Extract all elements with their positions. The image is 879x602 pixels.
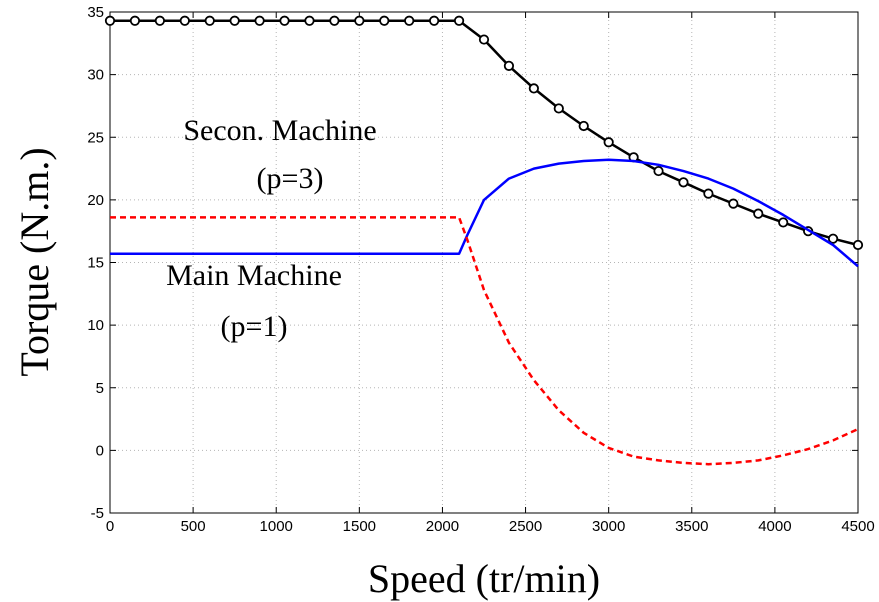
series-0-point: [104, 15, 116, 26]
y-tick-label: 15: [87, 255, 104, 272]
series-0-point: [528, 83, 539, 94]
series-0-point: [852, 239, 864, 251]
series-0-point: [179, 15, 190, 26]
x-tick-label: 500: [181, 518, 206, 535]
y-tick-label: 30: [87, 67, 104, 84]
series-0-point: [753, 208, 764, 219]
series-0-point: [603, 137, 614, 148]
series-0-point: [379, 15, 390, 26]
y-axis-title: Torque (N.m.): [12, 147, 57, 376]
y-tick-label: 20: [87, 192, 104, 209]
y-tick-label: 35: [87, 4, 104, 21]
series-0-point: [453, 15, 465, 26]
x-tick-label: 2000: [426, 518, 459, 535]
x-tick-label: 3500: [675, 518, 708, 535]
x-tick-label: 1000: [260, 518, 293, 535]
series-0-point: [827, 233, 839, 244]
x-tick-label: 4500: [841, 518, 874, 535]
series-0-point: [229, 15, 240, 26]
series-0-point: [478, 34, 490, 45]
series-0-point: [129, 15, 141, 26]
series-0-point: [728, 198, 739, 209]
tick-labels: 0 500 1000 1500 2000 2500 3000 3500 4000 4500-505…: [87, 4, 874, 535]
y-tick-label: -5: [91, 505, 104, 522]
series-0-point: [154, 15, 165, 26]
y-tick-label: 5: [96, 380, 104, 397]
series-0-point: [254, 15, 265, 26]
x-tick-label: 2500: [509, 518, 542, 535]
series-0-point: [329, 15, 340, 26]
annotation-secondary-machine: Secon. Machine: [183, 114, 376, 147]
y-tick-label: 10: [87, 317, 104, 334]
y-tick-label: 25: [87, 129, 104, 146]
series-0-point: [354, 15, 365, 26]
x-tick-label: 3000: [592, 518, 625, 535]
series-0-point: [778, 217, 789, 228]
series-0-point: [429, 15, 440, 26]
series-line-2: [110, 216, 859, 466]
y-tick-label: 0: [96, 442, 104, 459]
annotation-main-machine: Main Machine: [166, 259, 342, 292]
series-0-point: [279, 15, 290, 26]
series-0-point: [404, 15, 415, 26]
series-0-point: [678, 177, 689, 188]
annotation-main-p: (p=1): [221, 310, 288, 343]
annotation-secondary-p: (p=3): [257, 162, 324, 195]
series-0-point: [204, 15, 215, 26]
x-tick-label: 4000: [758, 518, 791, 535]
series-layer: [104, 15, 864, 466]
x-tick-label: 0: [106, 518, 114, 535]
series-0-point: [653, 165, 664, 177]
grid: [109, 11, 859, 514]
series-0-point: [703, 188, 714, 199]
series-0-point: [553, 103, 564, 114]
series-0-point: [503, 60, 515, 71]
series-line-1: [110, 158, 859, 268]
series-0-point: [304, 15, 315, 26]
series-0-point: [578, 120, 589, 132]
x-tick-label: 1500: [343, 518, 376, 535]
x-axis-title: Speed (tr/min): [368, 556, 600, 601]
